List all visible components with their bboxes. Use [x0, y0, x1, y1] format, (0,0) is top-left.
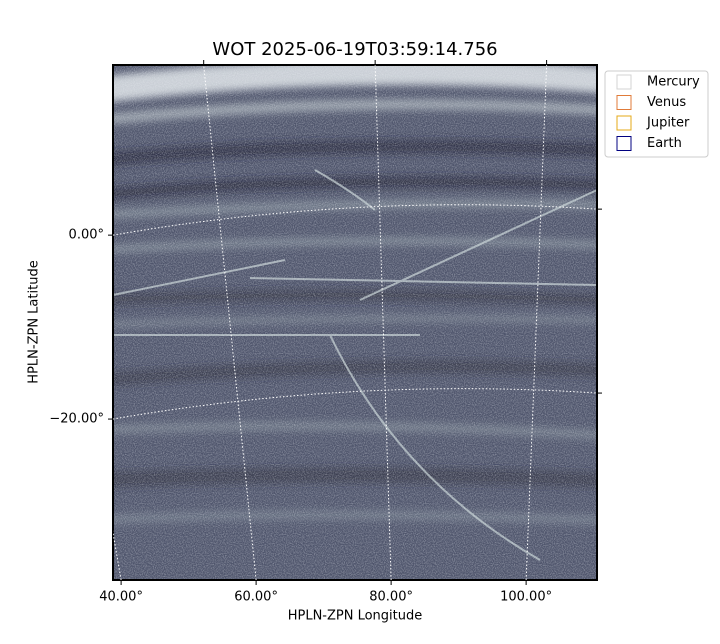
legend-label: Mercury [647, 75, 700, 90]
legend-label: Earth [647, 136, 682, 151]
y-tick-label: −20.00° [49, 412, 104, 427]
x-tick-label: 40.00° [99, 590, 143, 605]
legend-swatch [616, 136, 632, 151]
legend-swatch [616, 115, 632, 131]
grid-line [203, 65, 257, 580]
x-tick-label: 60.00° [234, 590, 278, 605]
plot-frame [112, 64, 598, 581]
legend-label: Jupiter [646, 116, 690, 131]
x-tick-label: 80.00° [369, 590, 413, 605]
grid [112, 65, 598, 580]
x-axis-label: HPLN-ZPN Longitude [288, 609, 423, 624]
y-axis-label: HPLN-ZPN Latitude [27, 260, 42, 383]
x-tick-label: 100.00° [500, 590, 552, 605]
chart-title: WOT 2025-06-19T03:59:14.756 [212, 39, 497, 60]
legend: Mercury Venus Jupiter Earth [604, 70, 709, 158]
legend-swatch [616, 74, 632, 90]
grid-line [112, 388, 598, 420]
legend-swatch [616, 95, 632, 110]
grid-line [113, 530, 122, 580]
legend-label: Venus [647, 95, 686, 110]
sky-image [113, 65, 597, 580]
grid-line [112, 204, 598, 236]
y-tick-label: 0.00° [69, 228, 104, 243]
legend-frame [604, 70, 709, 158]
